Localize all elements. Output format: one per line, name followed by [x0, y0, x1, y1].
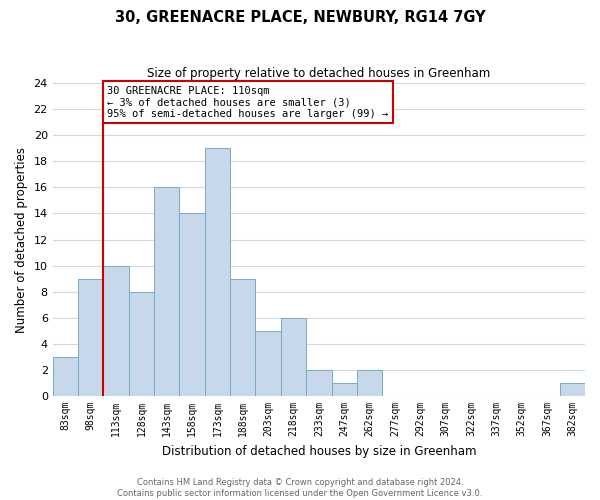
X-axis label: Distribution of detached houses by size in Greenham: Distribution of detached houses by size … — [161, 444, 476, 458]
Bar — [306, 370, 332, 396]
Bar — [560, 383, 585, 396]
Bar — [256, 331, 281, 396]
Title: Size of property relative to detached houses in Greenham: Size of property relative to detached ho… — [147, 68, 490, 80]
Bar — [179, 214, 205, 396]
Bar — [103, 266, 129, 396]
Bar — [332, 383, 357, 396]
Bar — [205, 148, 230, 396]
Bar — [281, 318, 306, 396]
Bar — [230, 278, 256, 396]
Text: 30, GREENACRE PLACE, NEWBURY, RG14 7GY: 30, GREENACRE PLACE, NEWBURY, RG14 7GY — [115, 10, 485, 25]
Text: Contains HM Land Registry data © Crown copyright and database right 2024.
Contai: Contains HM Land Registry data © Crown c… — [118, 478, 482, 498]
Bar — [53, 357, 78, 396]
Bar — [154, 188, 179, 396]
Y-axis label: Number of detached properties: Number of detached properties — [15, 146, 28, 332]
Bar — [78, 278, 103, 396]
Text: 30 GREENACRE PLACE: 110sqm
← 3% of detached houses are smaller (3)
95% of semi-d: 30 GREENACRE PLACE: 110sqm ← 3% of detac… — [107, 86, 388, 119]
Bar — [129, 292, 154, 396]
Bar — [357, 370, 382, 396]
